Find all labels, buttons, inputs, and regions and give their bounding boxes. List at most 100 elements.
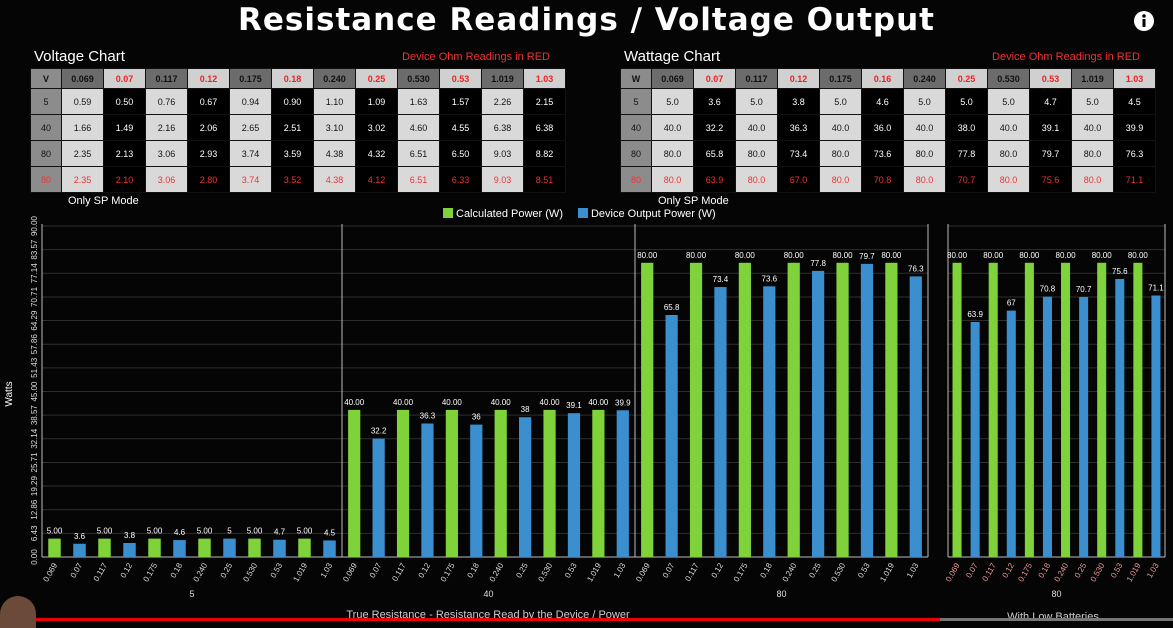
bar <box>689 262 703 557</box>
data-table: V 0.069 0.07 0.117 0.12 0.175 0.18 0.240 0.25 0.5… <box>30 68 566 193</box>
data-label: 80.00 <box>983 251 1004 260</box>
table-cell: 4.12 <box>355 166 398 193</box>
x-tick-label: 0.117 <box>390 561 408 583</box>
bar <box>1061 262 1071 557</box>
table-cell: 36.0 <box>861 114 904 141</box>
annotation: With Low Batteries <box>1007 611 1099 623</box>
table-row: 40 1.66 1.49 2.16 2.06 2.65 2.51 3.10 3.02 4.60 4.… <box>30 114 566 141</box>
data-label: 38 <box>521 405 530 414</box>
table-cell: 70.7 <box>945 166 988 193</box>
header-cell: 1.019 <box>481 68 524 89</box>
table-cell: 3.74 <box>229 140 272 167</box>
table-cell: 5.0 <box>651 88 694 115</box>
bar <box>298 538 311 557</box>
table-cell: 1.49 <box>103 114 146 141</box>
x-tick-label: 0.240 <box>781 561 799 583</box>
y-tick-label: 12.86 <box>30 499 39 520</box>
x-tick-label: 0.069 <box>341 561 359 583</box>
table-row: W 0.069 0.07 0.117 0.12 0.175 0.16 0.240 0.25 0.5… <box>620 68 1156 89</box>
bar <box>198 538 211 557</box>
x-tick-label: 0.07 <box>964 561 980 579</box>
x-tick-label: 1.03 <box>905 561 921 579</box>
data-table: W 0.069 0.07 0.117 0.12 0.175 0.16 0.240 0.25 0.5… <box>620 68 1156 193</box>
table-cell: 80.0 <box>651 140 694 167</box>
header-cell: 0.16 <box>861 68 904 89</box>
header-cell: 0.530 <box>397 68 440 89</box>
data-label: 80.00 <box>947 251 968 260</box>
table-cell: 73.4 <box>777 140 820 167</box>
table-cell: 5 <box>30 88 62 115</box>
bar <box>1097 262 1107 557</box>
x-tick-label: 0.53 <box>269 561 285 579</box>
legend-label: Calculated Power (W) <box>456 208 563 220</box>
table-cell: 3.8 <box>777 88 820 115</box>
x-tick-label: 1.019 <box>878 561 896 583</box>
header-cell: 0.117 <box>145 68 188 89</box>
x-tick-label: 0.53 <box>1109 561 1125 579</box>
header-cell: 0.25 <box>945 68 988 89</box>
bar <box>173 540 186 557</box>
table-cell: 0.59 <box>61 88 104 115</box>
data-label: 5.00 <box>47 527 63 536</box>
table-cell: 6.38 <box>481 114 524 141</box>
x-tick-label: 0.18 <box>1037 561 1053 579</box>
table-footnote: Only SP Mode <box>658 195 729 207</box>
table-cell: 80 <box>620 166 652 193</box>
table-cell: 0.90 <box>271 88 314 115</box>
header-cell: 0.175 <box>819 68 862 89</box>
table-cell: 3.6 <box>693 88 736 115</box>
header-cell: 0.12 <box>187 68 230 89</box>
header-cell: 0.117 <box>735 68 778 89</box>
bar <box>98 538 111 557</box>
y-tick-label: 77.14 <box>30 263 39 284</box>
progress-bar[interactable] <box>0 618 940 621</box>
x-tick-label: 0.069 <box>634 561 652 583</box>
bar <box>323 540 336 557</box>
table-title: Wattage Chart <box>624 48 721 65</box>
x-tick-label: 0.07 <box>69 561 85 579</box>
bar <box>616 410 629 557</box>
data-label: 80.00 <box>1056 251 1077 260</box>
x-tick-label: 1.03 <box>612 561 628 579</box>
x-tick-label: 1.03 <box>1145 561 1161 579</box>
table-cell: 4.6 <box>861 88 904 115</box>
data-label: 80.00 <box>833 251 854 260</box>
table-row: 80 2.35 2.13 3.06 2.93 3.74 3.59 4.38 4.32 6.51 6.… <box>30 140 566 167</box>
table-row: 80 80.0 65.8 80.0 73.4 80.0 73.6 80.0 77.8 80.0 79… <box>620 140 1156 167</box>
table-cell: 3.52 <box>271 166 314 193</box>
table-cell: 39.1 <box>1029 114 1072 141</box>
table-cell: 80.0 <box>903 140 946 167</box>
bar <box>223 538 236 557</box>
table-cell: 80.0 <box>735 140 778 167</box>
header-cell: 0.25 <box>355 68 398 89</box>
bar <box>1006 310 1016 557</box>
table-cell: 6.51 <box>397 166 440 193</box>
table-cell: 2.26 <box>481 88 524 115</box>
table-cell: 4.60 <box>397 114 440 141</box>
bar <box>787 262 800 557</box>
y-tick-label: 32.14 <box>30 428 39 449</box>
x-tick-label: 0.53 <box>563 561 579 579</box>
bar <box>519 417 532 557</box>
info-icon[interactable] <box>1133 10 1155 32</box>
data-label: 4.6 <box>174 528 186 537</box>
y-tick-label: 57.86 <box>30 334 39 355</box>
table-cell: 36.3 <box>777 114 820 141</box>
table-cell: 4.7 <box>1029 88 1072 115</box>
table-cell: 6.51 <box>397 140 440 167</box>
bar <box>1024 262 1034 557</box>
x-tick-label: 0.530 <box>536 561 554 583</box>
bar <box>952 262 962 557</box>
x-tick-label: 0.12 <box>417 561 433 579</box>
y-tick-label: 38.57 <box>30 405 39 426</box>
header-cell: 1.019 <box>1071 68 1114 89</box>
table-cell: 6.38 <box>523 114 566 141</box>
data-label: 63.9 <box>967 310 983 319</box>
data-label: 40.00 <box>344 398 365 407</box>
bar <box>567 413 581 557</box>
x-tick-label: 0.117 <box>683 561 701 583</box>
x-tick-label: 0.25 <box>1073 561 1089 579</box>
bar <box>396 409 410 557</box>
table-row: 80 2.35 2.10 3.06 2.80 3.74 3.52 4.38 4.12 6.51 6.… <box>30 166 566 193</box>
